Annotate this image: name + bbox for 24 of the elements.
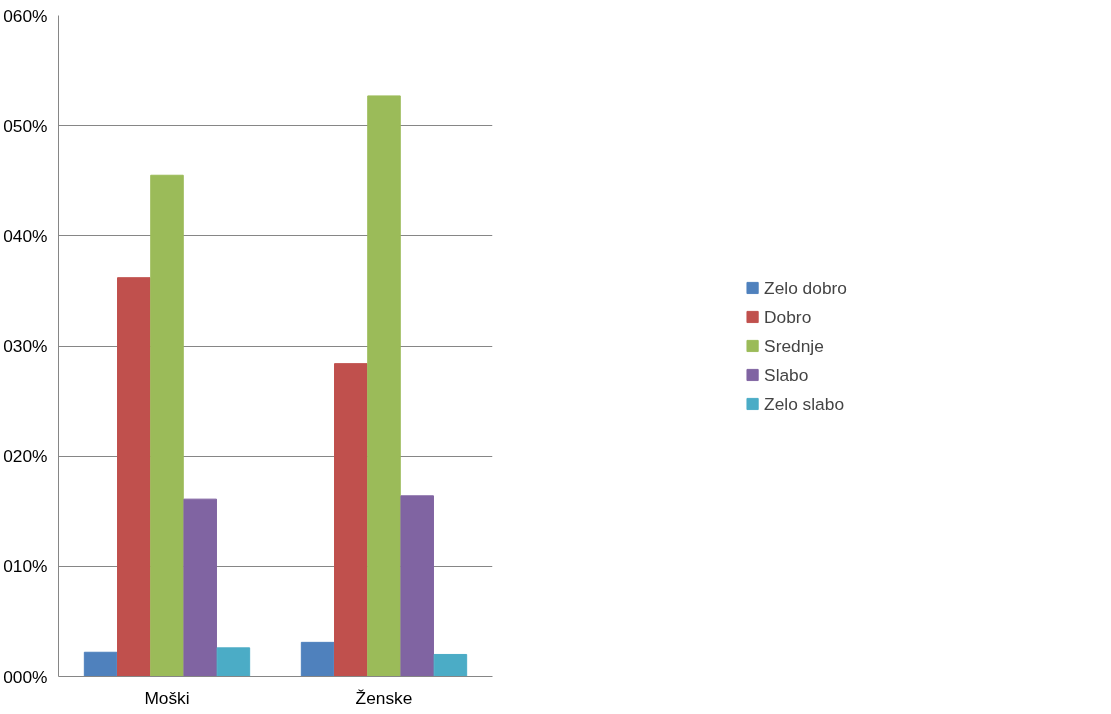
y-tick-label: 040% xyxy=(3,225,48,246)
bar xyxy=(300,641,335,677)
y-tick-label: 050% xyxy=(3,115,48,136)
legend-label: Zelo slabo xyxy=(764,393,845,414)
bar xyxy=(183,498,217,677)
legend-label: Zelo dobro xyxy=(764,277,847,298)
bar xyxy=(216,647,251,677)
x-tick-label: Ženske xyxy=(355,687,413,708)
bar xyxy=(150,174,184,677)
y-tick-label: 020% xyxy=(3,446,48,467)
bar xyxy=(433,653,468,677)
y-tick-label: 030% xyxy=(3,336,48,356)
y-tick-label: 000% xyxy=(3,666,48,687)
legend-label: Slabo xyxy=(764,364,809,385)
bar xyxy=(117,277,151,677)
y-tick-label: 060% xyxy=(3,5,48,26)
x-tick-label: Moški xyxy=(144,687,190,708)
bar xyxy=(367,95,401,677)
bar xyxy=(334,363,368,677)
legend-label: Srednje xyxy=(764,335,824,356)
bar xyxy=(400,495,434,677)
y-tick-label: 010% xyxy=(3,556,48,577)
bar xyxy=(83,651,118,677)
legend-label: Dobro xyxy=(764,306,812,327)
